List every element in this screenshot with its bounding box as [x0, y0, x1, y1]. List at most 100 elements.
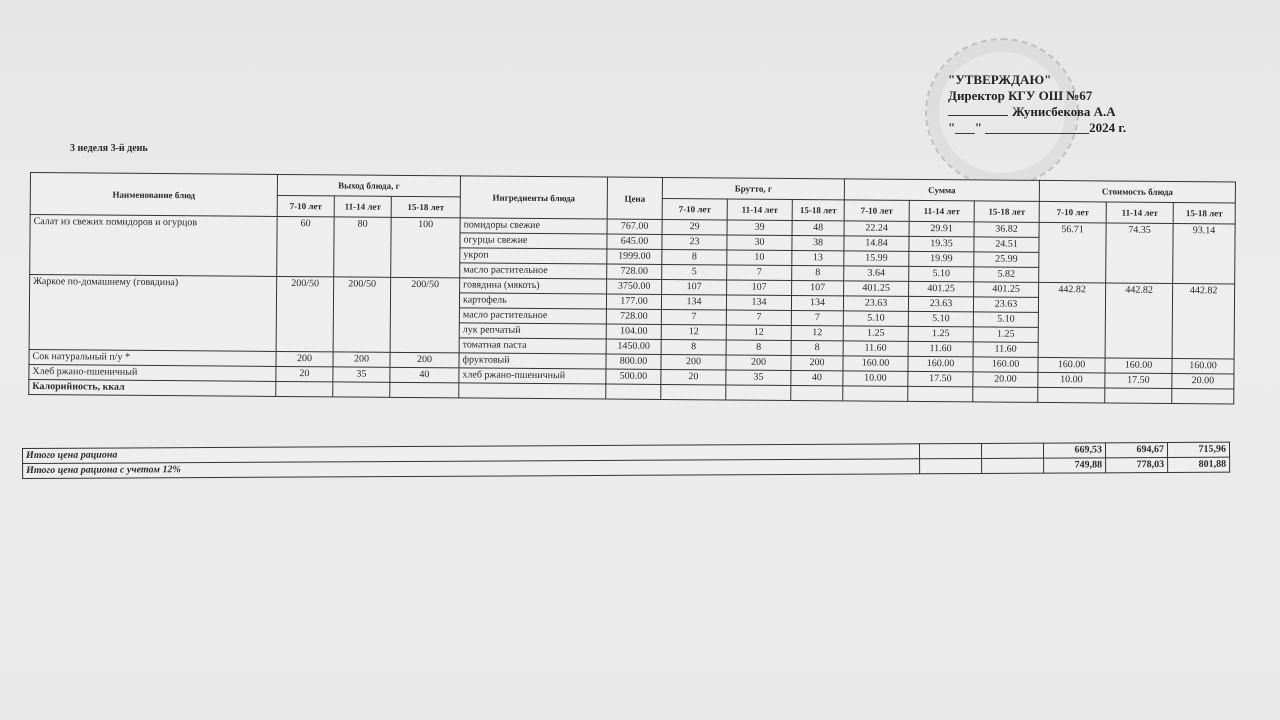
ingredient-name: укроп [459, 247, 607, 265]
dish-cost: 442.82 [1105, 282, 1173, 359]
dish-yield: 35 [332, 366, 390, 383]
dish-cost: 17.50 [1104, 372, 1172, 389]
ingredient-price: 177.00 [606, 294, 662, 310]
header-age: 11-14 лет [909, 200, 975, 222]
ingredient-sum: 17.50 [907, 371, 973, 387]
totals-value: 778,03 [1105, 457, 1168, 473]
ingredient-sum: 5.10 [843, 310, 909, 327]
ingredient-sum: 3.64 [843, 265, 909, 282]
ingredient-sum: 19.99 [908, 251, 974, 267]
dish-yield: 40 [389, 367, 459, 383]
ingredient-sum: 1.25 [843, 325, 909, 342]
ingredient-sum: 5.10 [908, 266, 974, 282]
empty-cell [919, 443, 982, 459]
ingredient-brutto: 8 [661, 339, 727, 355]
ingredient-brutto: 107 [726, 279, 792, 296]
header-yield: Выход блюда, г [277, 174, 461, 197]
ingredient-brutto: 107 [661, 279, 727, 295]
header-age: 15-18 лет [974, 200, 1040, 223]
dish-yield: 200/50 [333, 276, 391, 353]
dish-name: Жаркое по-домашнему (говядина) [29, 274, 277, 352]
dish-cost: 56.71 [1038, 222, 1107, 283]
dish-cost: 442.82 [1038, 282, 1106, 358]
empty-cell [660, 384, 726, 400]
ingredient-name: масло растительное [459, 262, 607, 280]
header-age: 7-10 лет [662, 198, 728, 220]
ingredient-sum: 23.63 [908, 296, 974, 312]
totals-value: 694,67 [1105, 442, 1168, 458]
dish-cost: 160.00 [1104, 357, 1173, 374]
ingredient-sum: 24.51 [973, 236, 1040, 253]
empty-cell [907, 386, 973, 402]
ingredient-brutto: 35 [725, 369, 791, 386]
ingredient-brutto: 13 [791, 250, 844, 266]
header-age: 15-18 лет [391, 196, 461, 218]
ingredient-brutto: 48 [792, 220, 845, 236]
header-price: Цена [607, 177, 663, 220]
ingredient-sum: 22.24 [844, 220, 910, 237]
totals-value: 669,53 [1043, 442, 1106, 459]
ingredient-sum: 23.63 [843, 295, 909, 312]
day-title: 3 неделя 3-й день [70, 143, 148, 154]
empty-cell [1037, 387, 1105, 403]
empty-cell [605, 384, 661, 400]
ingredient-sum: 160.00 [842, 355, 909, 372]
dish-cost: 20.00 [1171, 373, 1234, 389]
header-age: 7-10 лет [1039, 201, 1107, 223]
ingredient-sum: 23.63 [973, 296, 1039, 313]
ingredient-sum: 36.82 [974, 221, 1040, 238]
ingredient-brutto: 12 [726, 324, 792, 341]
header-ingredients: Ингредиенты блюда [460, 175, 608, 220]
header-age: 11-14 лет [727, 198, 793, 221]
ingredient-sum: 160.00 [972, 356, 1039, 373]
dish-yield: 200 [332, 351, 391, 368]
ingredient-price: 104.00 [606, 324, 662, 340]
ingredient-sum: 401.25 [973, 281, 1039, 298]
empty-cell [389, 382, 459, 398]
empty-cell [725, 384, 791, 401]
dish-yield: 200/50 [276, 276, 334, 352]
header-dish: Наименование блюд [30, 172, 278, 217]
dish-yield: 60 [276, 216, 335, 277]
ingredient-sum: 25.99 [973, 251, 1039, 268]
empty-cell [1171, 388, 1234, 404]
ingredient-name: говядина (мякоть) [459, 277, 607, 295]
ingredient-brutto: 23 [661, 234, 728, 250]
approval-title: "УТВЕРЖДАЮ" [948, 72, 1052, 87]
ingredient-brutto: 30 [726, 234, 793, 251]
dish-cost: 160.00 [1171, 358, 1235, 374]
ingredient-sum: 5.10 [908, 311, 974, 327]
ingredient-brutto: 38 [791, 235, 845, 251]
header-age: 7-10 лет [277, 195, 335, 217]
header-age: 7-10 лет [844, 199, 910, 222]
ingredient-price: 645.00 [606, 234, 663, 250]
ingredient-brutto: 12 [791, 325, 844, 341]
ingredient-brutto: 29 [662, 219, 728, 235]
ingredient-price: 800.00 [605, 354, 662, 370]
approval-date: "___" ________________2024 г. [948, 120, 1127, 135]
ingredient-price: 1999.00 [606, 249, 662, 265]
header-age: 15-18 лет [1173, 202, 1236, 224]
ingredient-price: 728.00 [606, 309, 662, 325]
ingredient-name: масло растительное [459, 307, 607, 325]
ingredient-name: томатная паста [459, 337, 607, 355]
ingredient-name: огурцы свежие [459, 232, 608, 250]
ingredient-brutto: 7 [661, 309, 727, 325]
dish-name: Салат из свежих помидоров и огурцов [29, 214, 278, 277]
ingredient-brutto: 200 [725, 354, 792, 371]
menu-table: Наименование блюд Выход блюда, г Ингреди… [28, 172, 1236, 405]
ingredient-sum: 1.25 [973, 326, 1039, 343]
header-age: 11-14 лет [1106, 201, 1174, 224]
totals-table: Итого цена рациона 669,53 694,67 715,96 Итог… [22, 441, 1231, 479]
ingredient-brutto: 8 [791, 340, 844, 356]
ingredient-brutto: 107 [791, 280, 844, 296]
ingredient-brutto: 134 [726, 294, 792, 311]
dish-yield: 20 [275, 366, 333, 382]
ingredient-brutto: 8 [726, 339, 792, 356]
dish-yield: 200/50 [390, 277, 460, 353]
header-cost: Стоимость блюда [1039, 180, 1236, 203]
ingredient-sum: 11.60 [973, 341, 1039, 358]
ingredient-sum: 5.82 [973, 266, 1039, 283]
dish-name: Хлеб ржано-пшеничный [28, 364, 276, 382]
empty-cell [919, 458, 982, 474]
